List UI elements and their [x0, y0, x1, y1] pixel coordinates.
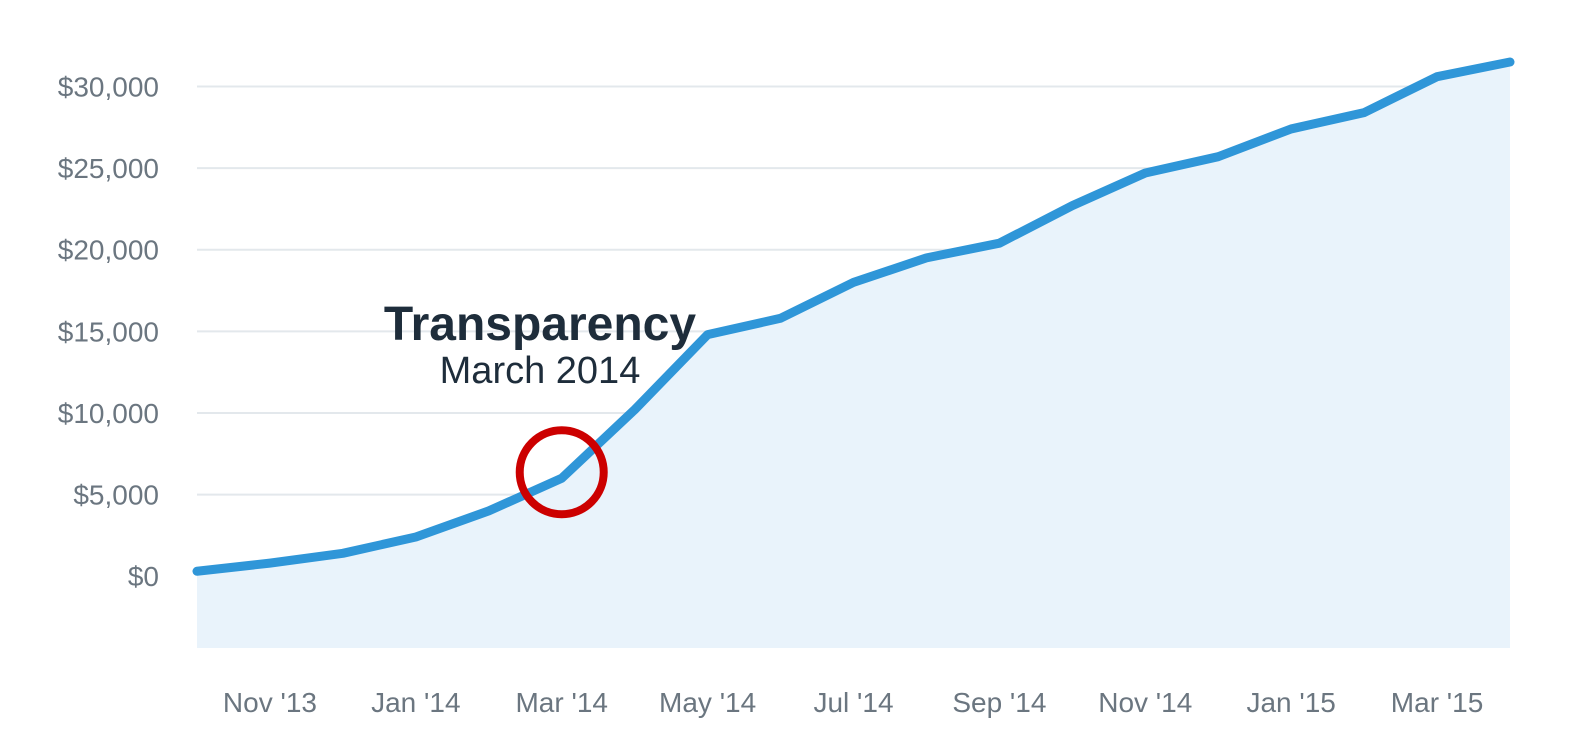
y-tick-label: $15,000: [58, 316, 159, 347]
area-fill: [197, 62, 1510, 648]
x-tick-label: Jan '15: [1246, 687, 1335, 718]
x-tick-label: May '14: [659, 687, 756, 718]
annotation-subtitle: March 2014: [440, 350, 641, 392]
x-tick-label: Nov '14: [1098, 687, 1192, 718]
y-tick-label: $10,000: [58, 398, 159, 429]
x-tick-label: Mar '14: [515, 687, 608, 718]
series-line: [192, 57, 1515, 576]
y-tick-label: $30,000: [58, 71, 159, 102]
annotation-title: Transparency: [384, 298, 696, 351]
area-fill-layer: [197, 62, 1510, 648]
x-axis-labels: Nov '13 Jan '14 Mar '14 May '14 Jul '14 Sep '…: [223, 687, 1483, 718]
highlight-marker-layer: [515, 426, 608, 519]
x-tick-label: Mar '15: [1391, 687, 1484, 718]
highlight-circle: [515, 426, 608, 519]
x-tick-label: Nov '13: [223, 687, 317, 718]
annotation: Transparency March 2014: [384, 298, 696, 392]
x-tick-label: Jan '14: [371, 687, 460, 718]
x-tick-label: Sep '14: [952, 687, 1046, 718]
x-tick-label: Jul '14: [813, 687, 893, 718]
series-line-layer: [192, 57, 1515, 576]
y-tick-label: $5,000: [73, 480, 159, 511]
y-tick-label: $25,000: [58, 153, 159, 184]
y-tick-label: $20,000: [58, 235, 159, 266]
y-axis-labels: $0 $5,000 $10,000 $15,000 $20,000 $25,000 $30,…: [58, 71, 159, 592]
y-tick-label: $0: [128, 561, 159, 592]
